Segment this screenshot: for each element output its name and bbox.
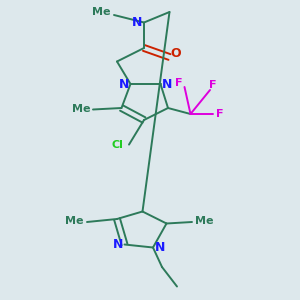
Text: F: F (216, 109, 223, 119)
Text: N: N (113, 238, 123, 251)
Text: F: F (209, 80, 216, 90)
Text: Me: Me (72, 104, 91, 115)
Text: N: N (132, 16, 142, 29)
Text: N: N (119, 77, 129, 91)
Text: N: N (162, 77, 172, 91)
Text: Cl: Cl (112, 140, 124, 150)
Text: F: F (175, 77, 183, 88)
Text: N: N (154, 241, 165, 254)
Text: Me: Me (195, 215, 214, 226)
Text: Me: Me (92, 7, 110, 17)
Text: Me: Me (65, 215, 84, 226)
Text: O: O (171, 47, 182, 61)
